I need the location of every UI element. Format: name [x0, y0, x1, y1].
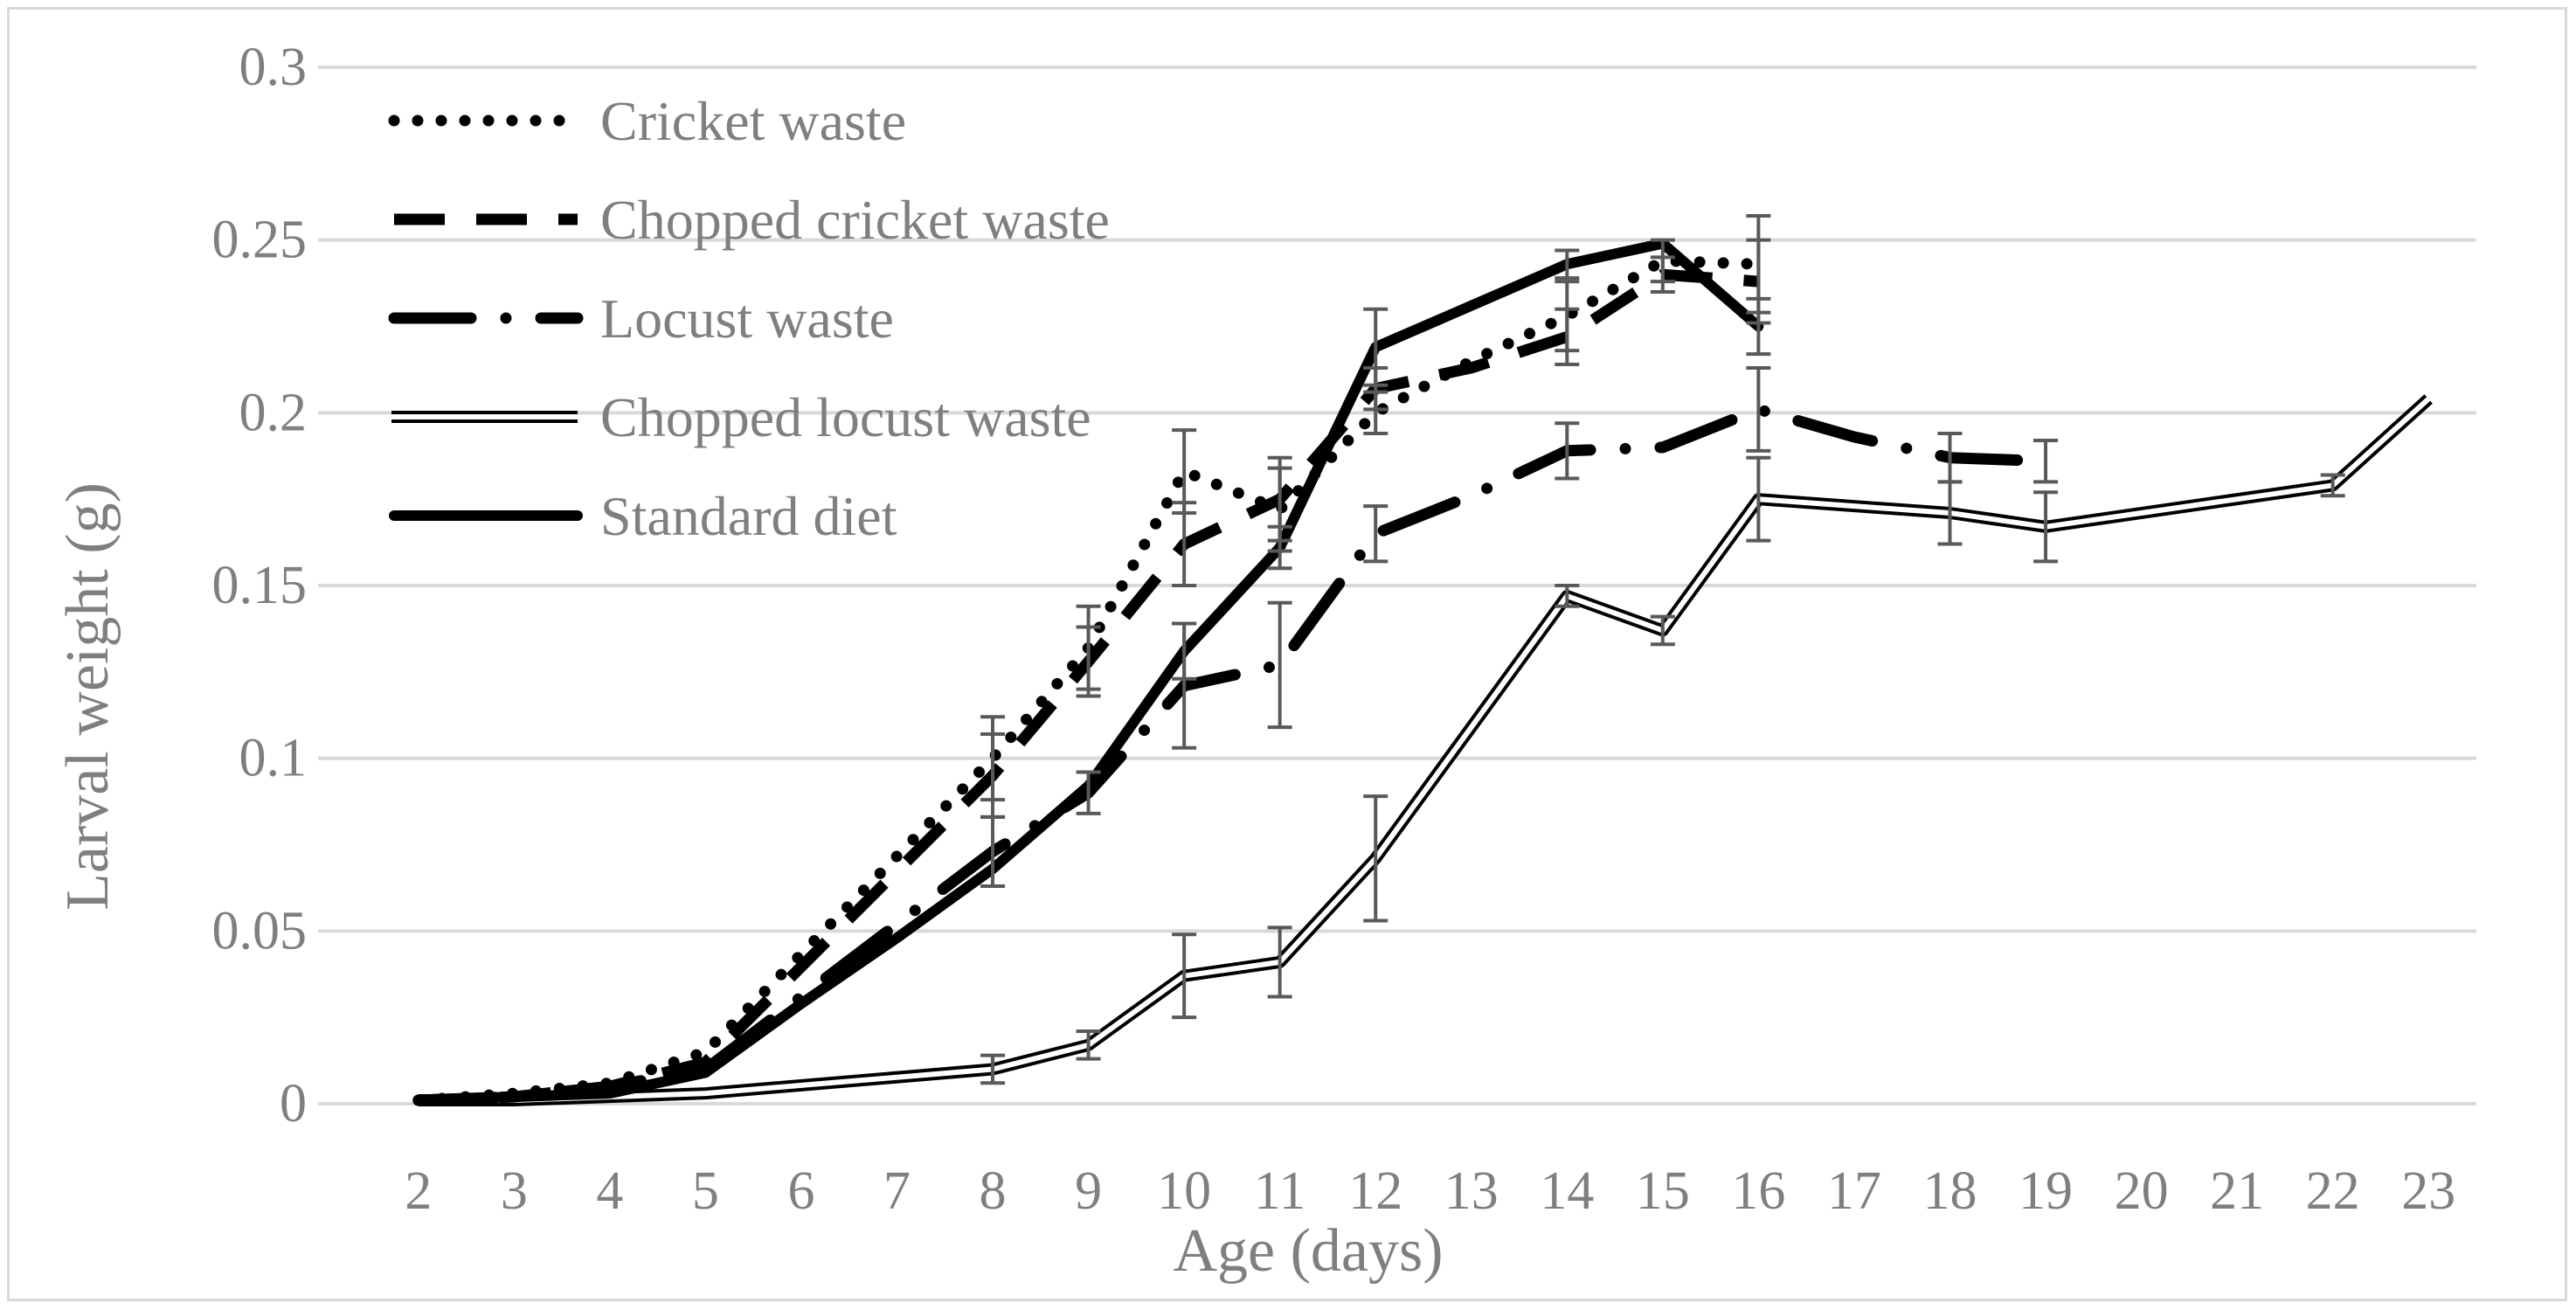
- x-tick-label: 11: [1254, 1161, 1306, 1221]
- x-tick-label: 23: [2401, 1161, 2455, 1221]
- x-tick-label: 19: [2019, 1161, 2073, 1221]
- legend-item: Cricket waste: [388, 90, 906, 152]
- series-lines: [412, 238, 2433, 1106]
- x-tick-label: 16: [1731, 1161, 1785, 1221]
- x-axis-ticks: 2 3 4 5 6 7 8 9 10 11 12 13 14 15 16 17 18 19 20 21 22 23: [405, 1161, 2455, 1221]
- error-bar: [1746, 365, 1771, 453]
- error-bar: [980, 715, 1006, 802]
- x-tick-label: 10: [1157, 1161, 1211, 1221]
- x-tick-label: 5: [692, 1161, 719, 1221]
- line-chart: 00.050.10.150.20.250.3 2 3 4 5 6 7 8 9 10 11 12 13 1…: [54, 38, 2476, 1285]
- x-tick-label: 9: [1075, 1161, 1102, 1221]
- x-tick-label: 14: [1540, 1161, 1594, 1221]
- error-bar: [1555, 584, 1580, 608]
- x-axis-title: Age (days): [1173, 1217, 1443, 1285]
- error-bar: [1555, 280, 1580, 353]
- error-bar: [1746, 213, 1771, 315]
- series-line-cricket-waste: [412, 254, 1764, 1106]
- y-tick-label: 0.3: [239, 38, 308, 97]
- x-tick-label: 13: [1444, 1161, 1499, 1221]
- error-bar: [2320, 473, 2345, 498]
- x-tick-label: 20: [2115, 1161, 2169, 1221]
- legend-item: Standard diet: [389, 485, 897, 547]
- error-bar: [1555, 248, 1580, 281]
- y-tick-label: 0: [280, 1074, 307, 1133]
- error-bar: [1076, 604, 1101, 691]
- error-bar: [1650, 238, 1675, 284]
- error-bar: [1267, 600, 1292, 730]
- error-bar: [1172, 621, 1197, 681]
- legend-label: Locust waste: [600, 288, 894, 350]
- legend: Cricket waste Chopped cricket waste Locust…: [388, 90, 1110, 547]
- error-bar: [1363, 794, 1388, 923]
- legend-item: Locust waste: [388, 288, 894, 350]
- x-tick-label: 17: [1827, 1161, 1881, 1221]
- error-bar: [1363, 390, 1388, 436]
- error-bar: [1076, 1029, 1101, 1061]
- x-tick-label: 6: [787, 1161, 814, 1221]
- series-line-locust-waste: [412, 403, 2052, 1106]
- gridlines: [318, 66, 2476, 1106]
- legend-item: Chopped locust waste: [391, 386, 1091, 448]
- x-tick-label: 22: [2306, 1161, 2360, 1221]
- error-bar: [1076, 770, 1101, 815]
- x-tick-label: 12: [1348, 1161, 1402, 1221]
- x-tick-label: 2: [405, 1161, 432, 1221]
- error-bar: [1650, 614, 1675, 647]
- error-bar: [1172, 428, 1197, 515]
- error-bar: [1267, 466, 1292, 553]
- error-bar: [1555, 421, 1580, 481]
- x-tick-label: 4: [596, 1161, 623, 1221]
- x-tick-label: 15: [1636, 1161, 1690, 1221]
- legend-label: Cricket waste: [600, 90, 906, 152]
- error-bar: [980, 1053, 1006, 1085]
- error-bar: [1172, 932, 1197, 1020]
- x-tick-label: 3: [501, 1161, 528, 1221]
- legend-label: Chopped cricket waste: [600, 189, 1110, 251]
- x-tick-label: 7: [883, 1161, 911, 1221]
- error-bars: [980, 213, 2345, 1085]
- error-bar: [2033, 438, 2059, 484]
- x-tick-label: 21: [2210, 1161, 2264, 1221]
- error-bar: [1937, 432, 1963, 484]
- error-bar: [1746, 455, 1771, 543]
- y-tick-label: 0.25: [212, 211, 308, 270]
- y-tick-label: 0.15: [212, 556, 308, 615]
- y-axis-ticks: 0 0.05 0.1 0.15 0.2 0.25 0.3: [212, 38, 308, 1133]
- error-bar: [2033, 490, 2059, 564]
- chart-frame: 0 0.05 0.1 0.15 0.2 0.25 0.3 2 3 4 5 6 7 8 9 10 11 12 13 1…: [7, 7, 2567, 1301]
- legend-label: Standard diet: [600, 485, 897, 547]
- y-tick-label: 0.05: [212, 901, 308, 960]
- x-tick-label: 18: [1923, 1161, 1977, 1221]
- error-bar: [1363, 504, 1388, 564]
- x-tick-label: 8: [980, 1161, 1007, 1221]
- legend-item: Chopped cricket waste: [394, 189, 1110, 251]
- y-tick-label: 0.1: [239, 729, 308, 788]
- error-bar: [1267, 925, 1292, 999]
- legend-label: Chopped locust waste: [600, 386, 1091, 448]
- y-axis-title: Larval weight (g): [54, 482, 121, 911]
- y-tick-label: 0.2: [239, 383, 308, 442]
